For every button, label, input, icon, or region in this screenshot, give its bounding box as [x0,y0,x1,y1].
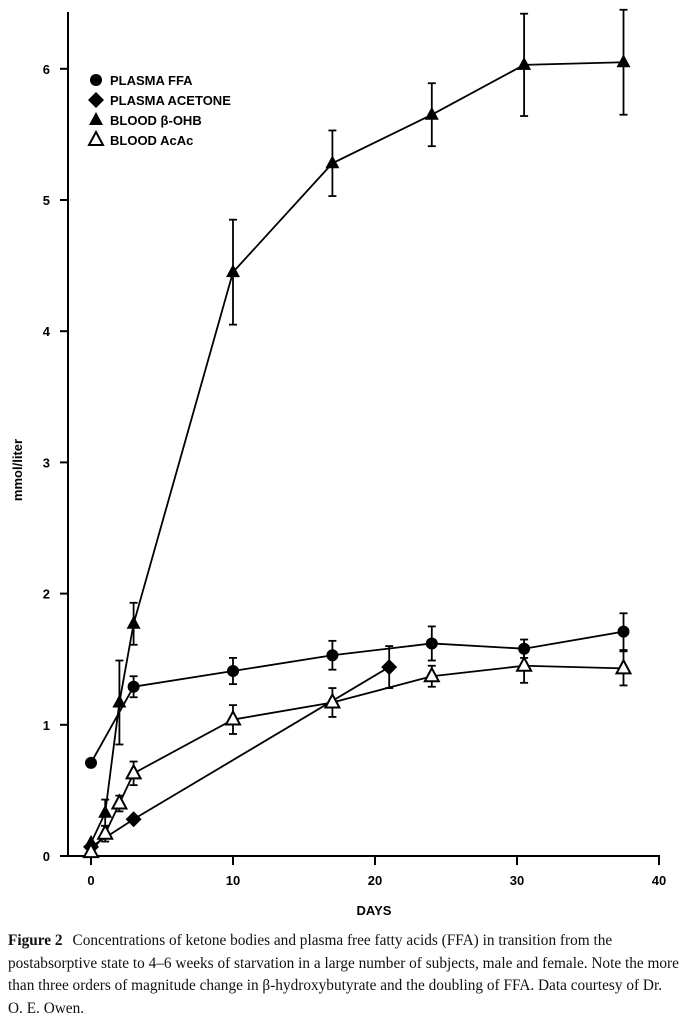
y-tick-label: 5 [43,193,50,208]
data-point [323,692,342,709]
data-point [82,841,100,859]
data-point [127,680,140,693]
data-point [110,793,129,810]
figure-caption: Figure 2 Concentrations of ketone bodies … [8,930,680,1020]
x-tick-label: 0 [87,873,94,888]
data-point [325,155,340,169]
data-point [517,56,532,70]
x-tick-label: 20 [368,873,382,888]
data-point [423,666,441,683]
data-point [616,54,631,68]
legend-marker [90,74,102,86]
data-point [617,625,630,638]
x-axis-label: DAYS [357,903,392,918]
caption-text: Concentrations of ketone bodies and plas… [8,932,679,1017]
x-tick-label: 30 [510,873,524,888]
legend-label: PLASMA FFA [110,73,193,88]
series-plasma-acetone [83,645,398,855]
data-point [381,659,398,676]
legend-label: PLASMA ACETONE [110,93,231,108]
figure-label: Figure 2 [8,932,63,949]
data-point [227,665,239,678]
legend-label: BLOOD AcAc [110,133,193,148]
y-tick-label: 3 [43,455,50,470]
data-point [124,763,143,780]
series-plasma-ffa [85,612,630,769]
series-line [90,61,624,844]
data-point [515,655,533,672]
data-point [125,811,142,828]
legend-marker [89,112,103,125]
x-tick-label: 40 [652,873,666,888]
data-point [224,709,242,726]
legend-marker [87,129,105,146]
data-point [326,649,339,662]
y-tick-label: 0 [43,849,50,864]
data-point [98,804,113,818]
y-tick-label: 2 [43,587,50,602]
data-point [226,264,240,278]
x-tick-label: 10 [226,873,240,888]
data-point [614,658,633,675]
series-blood-ohb [84,8,631,848]
series-line [90,630,624,764]
y-tick-label: 1 [43,718,50,733]
legend-label: BLOOD β-OHB [110,113,202,128]
y-tick-label: 4 [43,324,51,339]
data-point [425,637,438,650]
y-tick-label: 6 [43,62,50,77]
data-point [84,834,98,848]
data-point [112,694,127,708]
series-line [90,664,624,853]
data-point [424,106,439,120]
y-axis-label: mmol/liter [10,439,25,501]
series-blood-acac [82,647,633,859]
data-point [96,823,114,840]
data-point [85,756,97,769]
chart: 0 1 2 3 4 5 6 0 10 20 30 40 DAYS mmol/liter PLASMA FFA… [10,8,666,918]
legend-marker [88,92,104,108]
data-point [126,615,141,629]
